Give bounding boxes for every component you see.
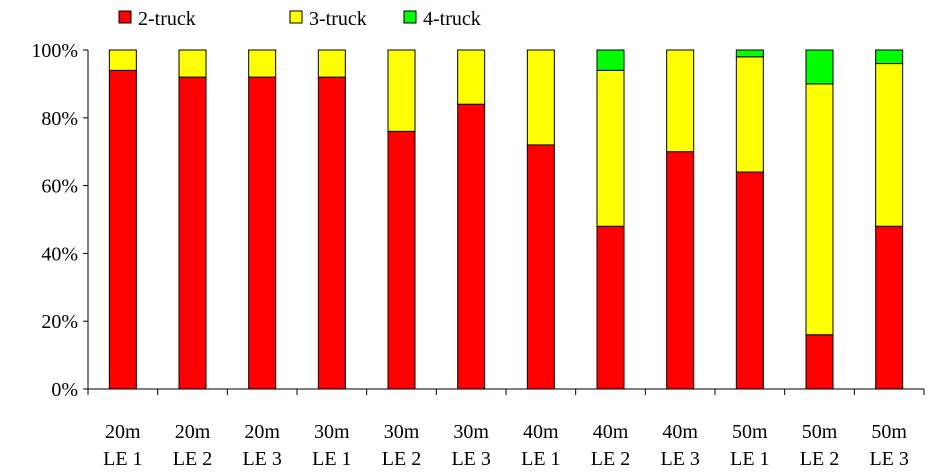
- y-tick-label: 100%: [31, 40, 78, 62]
- bar-segment-2-truck-1: [108, 69, 137, 390]
- bar-segment-3-truck-4: [317, 49, 346, 78]
- bar-segment-3-truck-7: [526, 49, 555, 146]
- legend-swatch-4-truck: [403, 10, 417, 24]
- legend-swatch-2-truck: [118, 10, 132, 24]
- x-tick-label: 40m: [662, 421, 698, 443]
- axes-layer: [83, 49, 925, 395]
- x-tick-label: 40m: [593, 421, 629, 443]
- bar-segment-2-truck-11: [805, 334, 834, 390]
- bar-segment-2-truck-6: [457, 103, 486, 390]
- x-tick-label: 20m: [175, 421, 211, 443]
- bar-segment-3-truck-3: [248, 49, 277, 78]
- legend-label-4-truck: 4-truck: [423, 8, 481, 30]
- x-tick-label: LE 1: [730, 448, 769, 470]
- x-tick-label: LE 1: [103, 448, 142, 470]
- bar-segment-2-truck-5: [387, 130, 416, 390]
- bar-segment-3-truck-1: [108, 49, 137, 71]
- bar-segment-3-truck-11: [805, 83, 834, 336]
- x-tick-label: LE 2: [382, 448, 421, 470]
- x-tick-labels: 20m LE 1 20m LE 2 20m LE 3 30m LE 1 30m LE 2 30m LE…: [103, 421, 909, 470]
- y-tick-label: 0%: [51, 379, 78, 401]
- x-tick-label: LE 2: [591, 448, 630, 470]
- bar-segment-2-truck-2: [178, 76, 207, 390]
- x-tick-label: LE 3: [869, 448, 908, 470]
- x-tick-label: LE 3: [242, 448, 281, 470]
- bar-segment-3-truck-10: [735, 56, 764, 173]
- x-tick-label: 30m: [453, 421, 489, 443]
- bar-segment-4-truck-8: [596, 49, 625, 71]
- x-tick-label: 30m: [314, 421, 350, 443]
- bar-segment-4-truck-11: [805, 49, 834, 85]
- bar-segment-3-truck-9: [666, 49, 695, 153]
- x-tick-label: LE 1: [521, 448, 560, 470]
- legend-swatch-3-truck: [289, 10, 303, 24]
- bar-segment-2-truck-9: [666, 151, 695, 390]
- x-tick-label: LE 2: [800, 448, 839, 470]
- bar-segment-4-truck-10: [735, 49, 764, 58]
- bars-layer: [108, 49, 904, 390]
- x-tick-label: LE 3: [660, 448, 699, 470]
- y-tick-label: 40%: [41, 243, 78, 265]
- bar-segment-2-truck-7: [526, 144, 555, 390]
- bar-segment-3-truck-2: [178, 49, 207, 78]
- x-tick-label: LE 1: [312, 448, 351, 470]
- bar-segment-2-truck-4: [317, 76, 346, 390]
- y-tick-label: 60%: [41, 176, 78, 198]
- legend-label-2-truck: 2-truck: [138, 8, 196, 30]
- x-tick-label: 40m: [523, 421, 559, 443]
- bar-segment-2-truck-3: [248, 76, 277, 390]
- bar-segment-2-truck-8: [596, 225, 625, 390]
- x-tick-label: 50m: [802, 421, 838, 443]
- x-tick-label: 30m: [384, 421, 420, 443]
- bar-segment-3-truck-12: [875, 63, 904, 227]
- bar-segment-3-truck-8: [596, 69, 625, 227]
- bar-segment-2-truck-12: [875, 225, 904, 390]
- x-tick-label: 20m: [105, 421, 141, 443]
- bar-segment-3-truck-5: [387, 49, 416, 132]
- bar-segment-4-truck-12: [875, 49, 904, 65]
- bar-segment-3-truck-6: [457, 49, 486, 105]
- y-tick-label: 20%: [41, 311, 78, 333]
- x-tick-label: LE 2: [173, 448, 212, 470]
- x-tick-label: LE 3: [451, 448, 490, 470]
- y-tick-labels: 0% 20% 40% 60% 80% 100%: [31, 40, 78, 401]
- x-tick-label: 50m: [732, 421, 768, 443]
- y-tick-label: 80%: [41, 108, 78, 130]
- x-tick-label: 50m: [871, 421, 907, 443]
- legend-label-3-truck: 3-truck: [309, 8, 367, 30]
- x-tick-label: 20m: [244, 421, 280, 443]
- legend: 2-truck 3-truck 4-truck: [118, 8, 481, 30]
- bar-segment-2-truck-10: [735, 171, 764, 390]
